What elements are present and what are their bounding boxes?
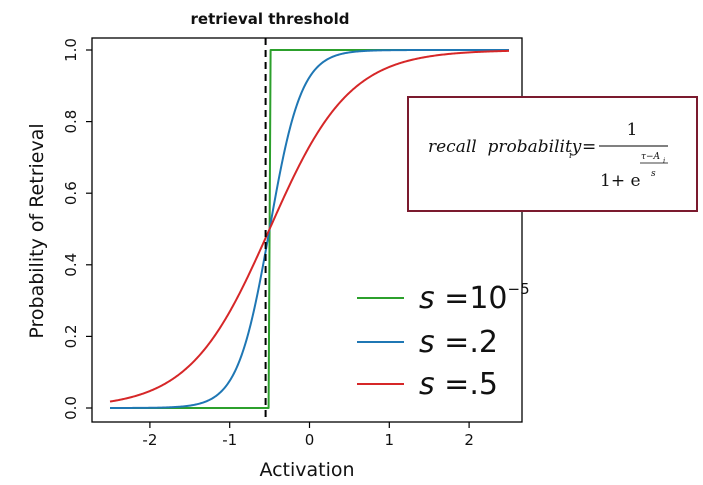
formula-lhs-subscript: i	[569, 151, 572, 161]
formula-lhs: recall probability	[428, 137, 582, 157]
legend-value: =.5	[435, 367, 498, 402]
plot-frame	[91, 37, 523, 423]
threshold-label: retrieval threshold	[191, 10, 350, 28]
legend-var: s	[419, 367, 435, 402]
formula-exponent-numerator-subscript: i	[663, 157, 665, 165]
y-tick-label: 0.0	[62, 396, 80, 420]
y-tick-label: 0.6	[62, 181, 80, 205]
series-layer	[109, 49, 510, 409]
x-axis-label: Activation	[259, 459, 354, 481]
x-tick-label: 0	[305, 431, 315, 449]
formula-denominator: 1+ e	[600, 171, 641, 191]
x-tick-label: 2	[464, 431, 474, 449]
legend-exponent: −5	[508, 280, 530, 298]
formula-box: recall probability i = 1 1+ e τ−A i s	[407, 96, 698, 212]
formula-exponent-denominator: s	[651, 169, 656, 179]
legend-value: =.2	[435, 325, 498, 360]
formula-exponent-numerator: τ−A	[641, 152, 661, 162]
formula-numerator: 1	[627, 120, 638, 140]
y-axis-ticks: 0.0 0.2 0.4 0.6 0.8 1.0	[62, 38, 92, 420]
x-tick-label: -2	[142, 431, 157, 449]
legend-label-0: s =10−5	[419, 280, 530, 316]
y-tick-label: 0.2	[62, 324, 80, 348]
y-axis-label: Probability of Retrieval	[26, 123, 48, 338]
y-tick-label: 0.4	[62, 253, 80, 277]
legend-label-2: s =.5	[419, 367, 498, 402]
legend-var: s	[419, 281, 435, 316]
y-tick-label: 1.0	[62, 38, 80, 62]
legend-var: s	[419, 325, 435, 360]
formula-border	[407, 96, 698, 212]
formula-equals: =	[582, 137, 596, 157]
legend: s =10−5s =.2s =.5	[357, 280, 530, 402]
legend-value: =10	[435, 281, 508, 316]
x-axis-ticks: -2 -1 0 1 2	[142, 422, 474, 449]
legend-label-1: s =.2	[419, 325, 498, 360]
x-tick-label: 1	[385, 431, 395, 449]
series-line-2	[109, 49, 510, 403]
series-line-1	[110, 49, 509, 409]
y-tick-label: 0.8	[62, 110, 80, 134]
x-tick-label: -1	[222, 431, 237, 449]
